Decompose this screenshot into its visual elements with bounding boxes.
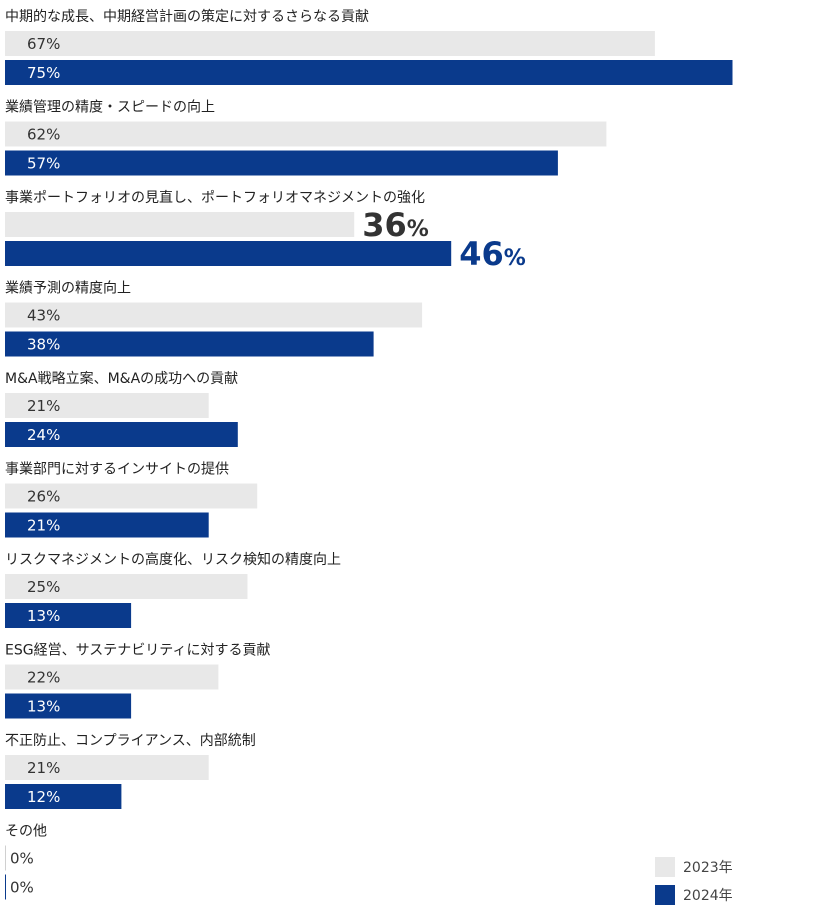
value-label-2023: 43% [27, 307, 60, 325]
category-label: 業績管理の精度・スピードの向上 [5, 100, 215, 116]
value-label-2023: 26% [27, 488, 60, 506]
category-label: 業績予測の精度向上 [5, 281, 131, 297]
legend-item: 2024年 [655, 884, 733, 906]
bar-2023 [5, 664, 219, 690]
category-label: リスクマネジメントの高度化、リスク検知の精度向上 [5, 551, 341, 568]
bar-2024 [5, 150, 558, 176]
category-label: 事業ポートフォリオの見直し、ポートフォリオマネジメントの強化 [5, 189, 425, 206]
legend-swatch [655, 857, 675, 877]
value-label-2023: 25% [27, 578, 60, 596]
bar-2024 [5, 512, 209, 538]
value-label-2024: 13% [27, 607, 60, 625]
bar-2024 [5, 784, 122, 809]
bar-2023 [5, 845, 6, 871]
legend-label: 2023年 [683, 860, 733, 876]
value-label-2023: 0% [10, 850, 34, 868]
legend-label: 2024年 [683, 888, 733, 904]
value-label-2023: 62% [27, 126, 60, 144]
category-label: 不正防止、コンプライアンス、内部統制 [5, 733, 256, 749]
category-label: その他 [5, 824, 47, 840]
category-label: 事業部門に対するインサイトの提供 [5, 462, 229, 478]
value-label-2024: 38% [27, 336, 60, 354]
bar-2024 [5, 603, 132, 628]
value-label-2023: 67% [27, 35, 60, 53]
bar-2023 [5, 483, 258, 509]
value-label-2024: 24% [27, 426, 60, 444]
value-label-2024: 13% [27, 698, 60, 716]
category-label: 中期的な成長、中期経営計画の策定に対するさらなる貢献 [5, 8, 369, 25]
bar-2023 [5, 121, 607, 147]
bar-2024 [5, 422, 238, 447]
bar-2024 [5, 331, 374, 357]
value-label-2024: 46% [459, 235, 526, 273]
value-label-2023: 22% [27, 669, 60, 687]
bar-2023 [5, 302, 423, 328]
value-label-2024: 57% [27, 155, 60, 173]
bar-2023 [5, 574, 248, 599]
value-label-2023: 36% [362, 206, 429, 244]
bar-2024 [5, 241, 452, 266]
bar-2024 [5, 874, 6, 900]
legend: 2023年 2024年 [655, 856, 733, 912]
value-label-2023: 21% [27, 397, 60, 415]
bar-2023 [5, 755, 209, 780]
category-label: M&A戦略立案、M&Aの成功への貢献 [5, 370, 238, 387]
value-label-2023: 21% [27, 759, 60, 777]
value-label-2024: 12% [27, 788, 60, 806]
legend-item: 2023年 [655, 856, 733, 878]
bar-2023 [5, 31, 655, 56]
value-label-2024: 75% [27, 64, 60, 82]
bar-2024 [5, 693, 132, 719]
bar-2023 [5, 393, 209, 418]
bar-2024 [5, 60, 733, 85]
category-label: ESG経営、サステナビリティに対する貢献 [5, 643, 270, 659]
value-label-2024: 21% [27, 517, 60, 535]
value-label-2024: 0% [10, 879, 34, 897]
bar-2023 [5, 212, 355, 237]
legend-swatch [655, 885, 675, 905]
